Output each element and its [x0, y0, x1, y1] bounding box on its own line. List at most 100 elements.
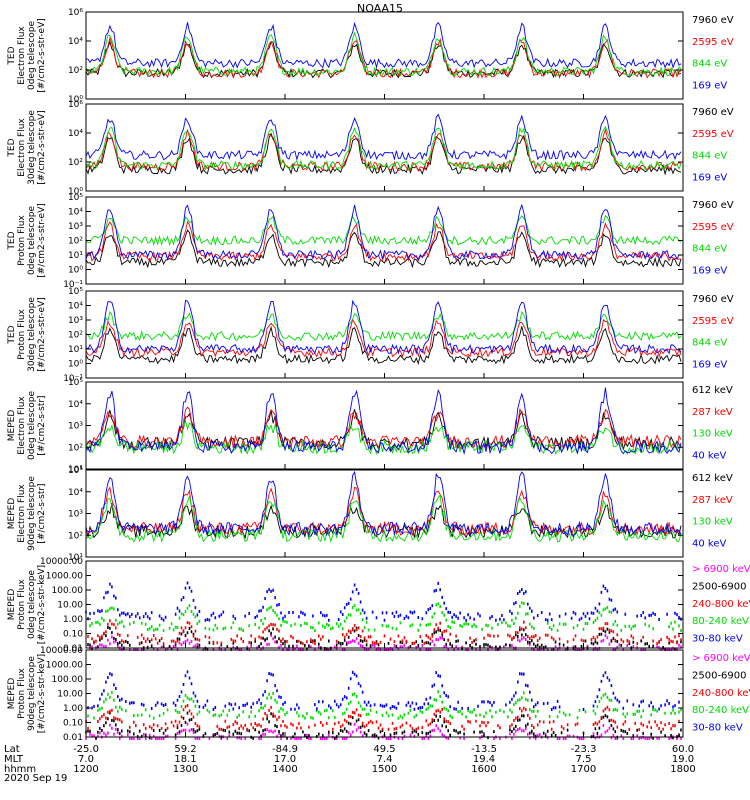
- legend-entry: > 6900 keV: [692, 653, 750, 664]
- y-axis-label-line: 0deg telescope: [27, 570, 37, 640]
- legend-entry: 2500-6900: [692, 670, 747, 681]
- series-287-kev: [85, 406, 682, 450]
- y-axis-label-line: Proton Flux: [17, 309, 27, 360]
- x-tick-label: 1300: [173, 764, 198, 775]
- y-tick-label: 10⁰: [68, 266, 83, 276]
- legend-entry: 7960 eV: [692, 294, 734, 305]
- y-axis-label-line: Proton Flux: [17, 668, 27, 719]
- y-axis-label-line: Electron Flux: [17, 484, 27, 543]
- x-row-name: Lat: [4, 744, 20, 755]
- panel-2: 10⁰ 10² 10⁴ 10⁶ TED Electron Flux 30deg telesc…: [7, 100, 734, 197]
- y-tick-label: 1.00: [63, 704, 83, 714]
- y-tick-label: 10⁰: [68, 187, 83, 197]
- y-tick-label: 10⁴: [68, 400, 83, 410]
- y-tick-label: 0.10: [63, 719, 83, 729]
- series-844-ev: [85, 125, 682, 172]
- y-tick-label: 10¹: [68, 345, 83, 355]
- y-axis-label-line: MEPED: [7, 498, 17, 530]
- y-axis-label-line: Electron Flux: [17, 118, 27, 177]
- y-axis-label-line: [#/cm2-s-str-eV]: [37, 110, 47, 185]
- series-130-kev: [85, 494, 682, 544]
- y-tick-label: 10³: [68, 222, 83, 232]
- legend-entry: 2595 eV: [692, 222, 734, 233]
- legend-entry: 844 eV: [692, 338, 727, 349]
- panel-4: 10⁻¹ 10⁰ 10¹ 10² 10³ 10⁴ 10⁵ TED Proton Flux 30de…: [7, 287, 734, 384]
- y-axis-label-line: [#/cm2-s-str-keV]: [37, 565, 47, 644]
- series-612-kev: [85, 409, 682, 452]
- y-axis-label-line: Electron Flux: [17, 26, 27, 85]
- y-axis-label-line: Proton Flux: [17, 215, 27, 266]
- y-tick-label: 10⁴: [68, 129, 83, 139]
- x-tick-label: -84.9: [272, 744, 298, 755]
- panel-frame: [85, 469, 684, 558]
- y-tick-label: 10¹: [68, 553, 83, 563]
- legend-entry: 2595 eV: [692, 37, 734, 48]
- series-2500-6900: [85, 711, 682, 740]
- y-axis-label-line: TED: [7, 231, 17, 250]
- x-tick-label: 49.5: [373, 744, 395, 755]
- legend-entry: 240-800 keV: [692, 688, 750, 699]
- series-2595-ev: [85, 220, 682, 263]
- y-tick-label: 10⁶: [68, 8, 83, 18]
- series-7960-ev: [85, 325, 682, 366]
- series-240-800-kev: [87, 619, 682, 646]
- x-tick-label: -25.0: [73, 744, 99, 755]
- y-tick-label: 0.01: [63, 733, 83, 743]
- y-axis-label-line: 0deg telescope: [27, 21, 37, 91]
- series-844-ev: [85, 31, 682, 77]
- y-axis-label-line: Proton Flux: [17, 579, 27, 630]
- series-169-ev: [85, 299, 682, 355]
- series-2595-ev: [85, 318, 682, 359]
- y-tick-label: 1000.00: [46, 572, 83, 582]
- x-axis-labels: Lat -25.0 59.2 -84.9 49.5 -13.5 -23.3 60.0 MLT 7.…: [4, 94, 696, 775]
- y-tick-label: 1000.00: [46, 661, 83, 671]
- y-axis-label-line: MEPED: [7, 678, 17, 710]
- y-axis-label-line: 0deg telescope: [27, 391, 37, 461]
- y-tick-label: 10²: [68, 158, 83, 168]
- legend-entry: 844 eV: [692, 244, 727, 255]
- series-169-ev: [85, 113, 682, 162]
- panel-frame: [85, 196, 684, 285]
- x-tick-label: 1700: [571, 764, 596, 775]
- y-axis-label-line: [#/cm2-s-str]: [37, 395, 47, 455]
- y-tick-label: 10⁴: [68, 37, 83, 47]
- series-30-80-kev: [85, 581, 682, 622]
- y-tick-label: 10⁴: [68, 302, 83, 312]
- y-tick-label: 100.00: [52, 675, 84, 685]
- y-axis-label-line: [#/cm2-s-str-keV]: [37, 654, 47, 733]
- y-tick-label: 10.00: [57, 690, 83, 700]
- legend-entry: 169 eV: [692, 265, 727, 276]
- x-tick-label: 1400: [272, 764, 297, 775]
- x-row-name: hhmm: [4, 764, 36, 775]
- series-169-ev: [85, 203, 682, 261]
- y-axis-label-line: MEPED: [7, 410, 17, 442]
- legend-entry: 612 keV: [692, 473, 733, 484]
- y-tick-label: 100.00: [52, 586, 84, 596]
- series-80-240-kev: [89, 601, 682, 633]
- y-tick-label: 10⁻¹: [63, 374, 83, 384]
- y-tick-label: 10²: [68, 331, 83, 341]
- y-axis-label-line: 90deg telescope: [27, 656, 37, 731]
- x-tick-label: 19.0: [672, 754, 694, 765]
- date-label: 2020 Sep 19: [4, 773, 67, 784]
- y-tick-label: 10⁻¹: [63, 280, 83, 290]
- y-axis-label-line: [#/cm2-s-str]: [37, 483, 47, 543]
- y-tick-label: 0.10: [63, 630, 83, 640]
- series-169-ev: [85, 21, 682, 69]
- panel-frame: [85, 11, 684, 100]
- panel-5: 10¹ 10² 10³ 10⁴ 10⁵ MEPED Electron Flux 0deg te…: [7, 378, 733, 475]
- series-844-ev: [85, 214, 682, 247]
- x-tick-label: -23.3: [571, 744, 597, 755]
- legend-entry: 130 keV: [692, 429, 733, 440]
- series-844-ev: [85, 310, 682, 342]
- legend-entry: 169 eV: [692, 80, 727, 91]
- y-tick-label: 10.00: [57, 601, 83, 611]
- panel-8: 0.01 0.10 1.00 10.00 100.00 1000.00 10000.00 ME…: [7, 646, 750, 743]
- series-2595-ev: [85, 36, 682, 79]
- legend-entry: 2595 eV: [692, 129, 734, 140]
- y-axis-label-line: Electron Flux: [17, 396, 27, 455]
- x-tick-label: 59.2: [174, 744, 196, 755]
- legend-entry: 612 keV: [692, 385, 733, 396]
- series-80-240-kev: [87, 690, 682, 720]
